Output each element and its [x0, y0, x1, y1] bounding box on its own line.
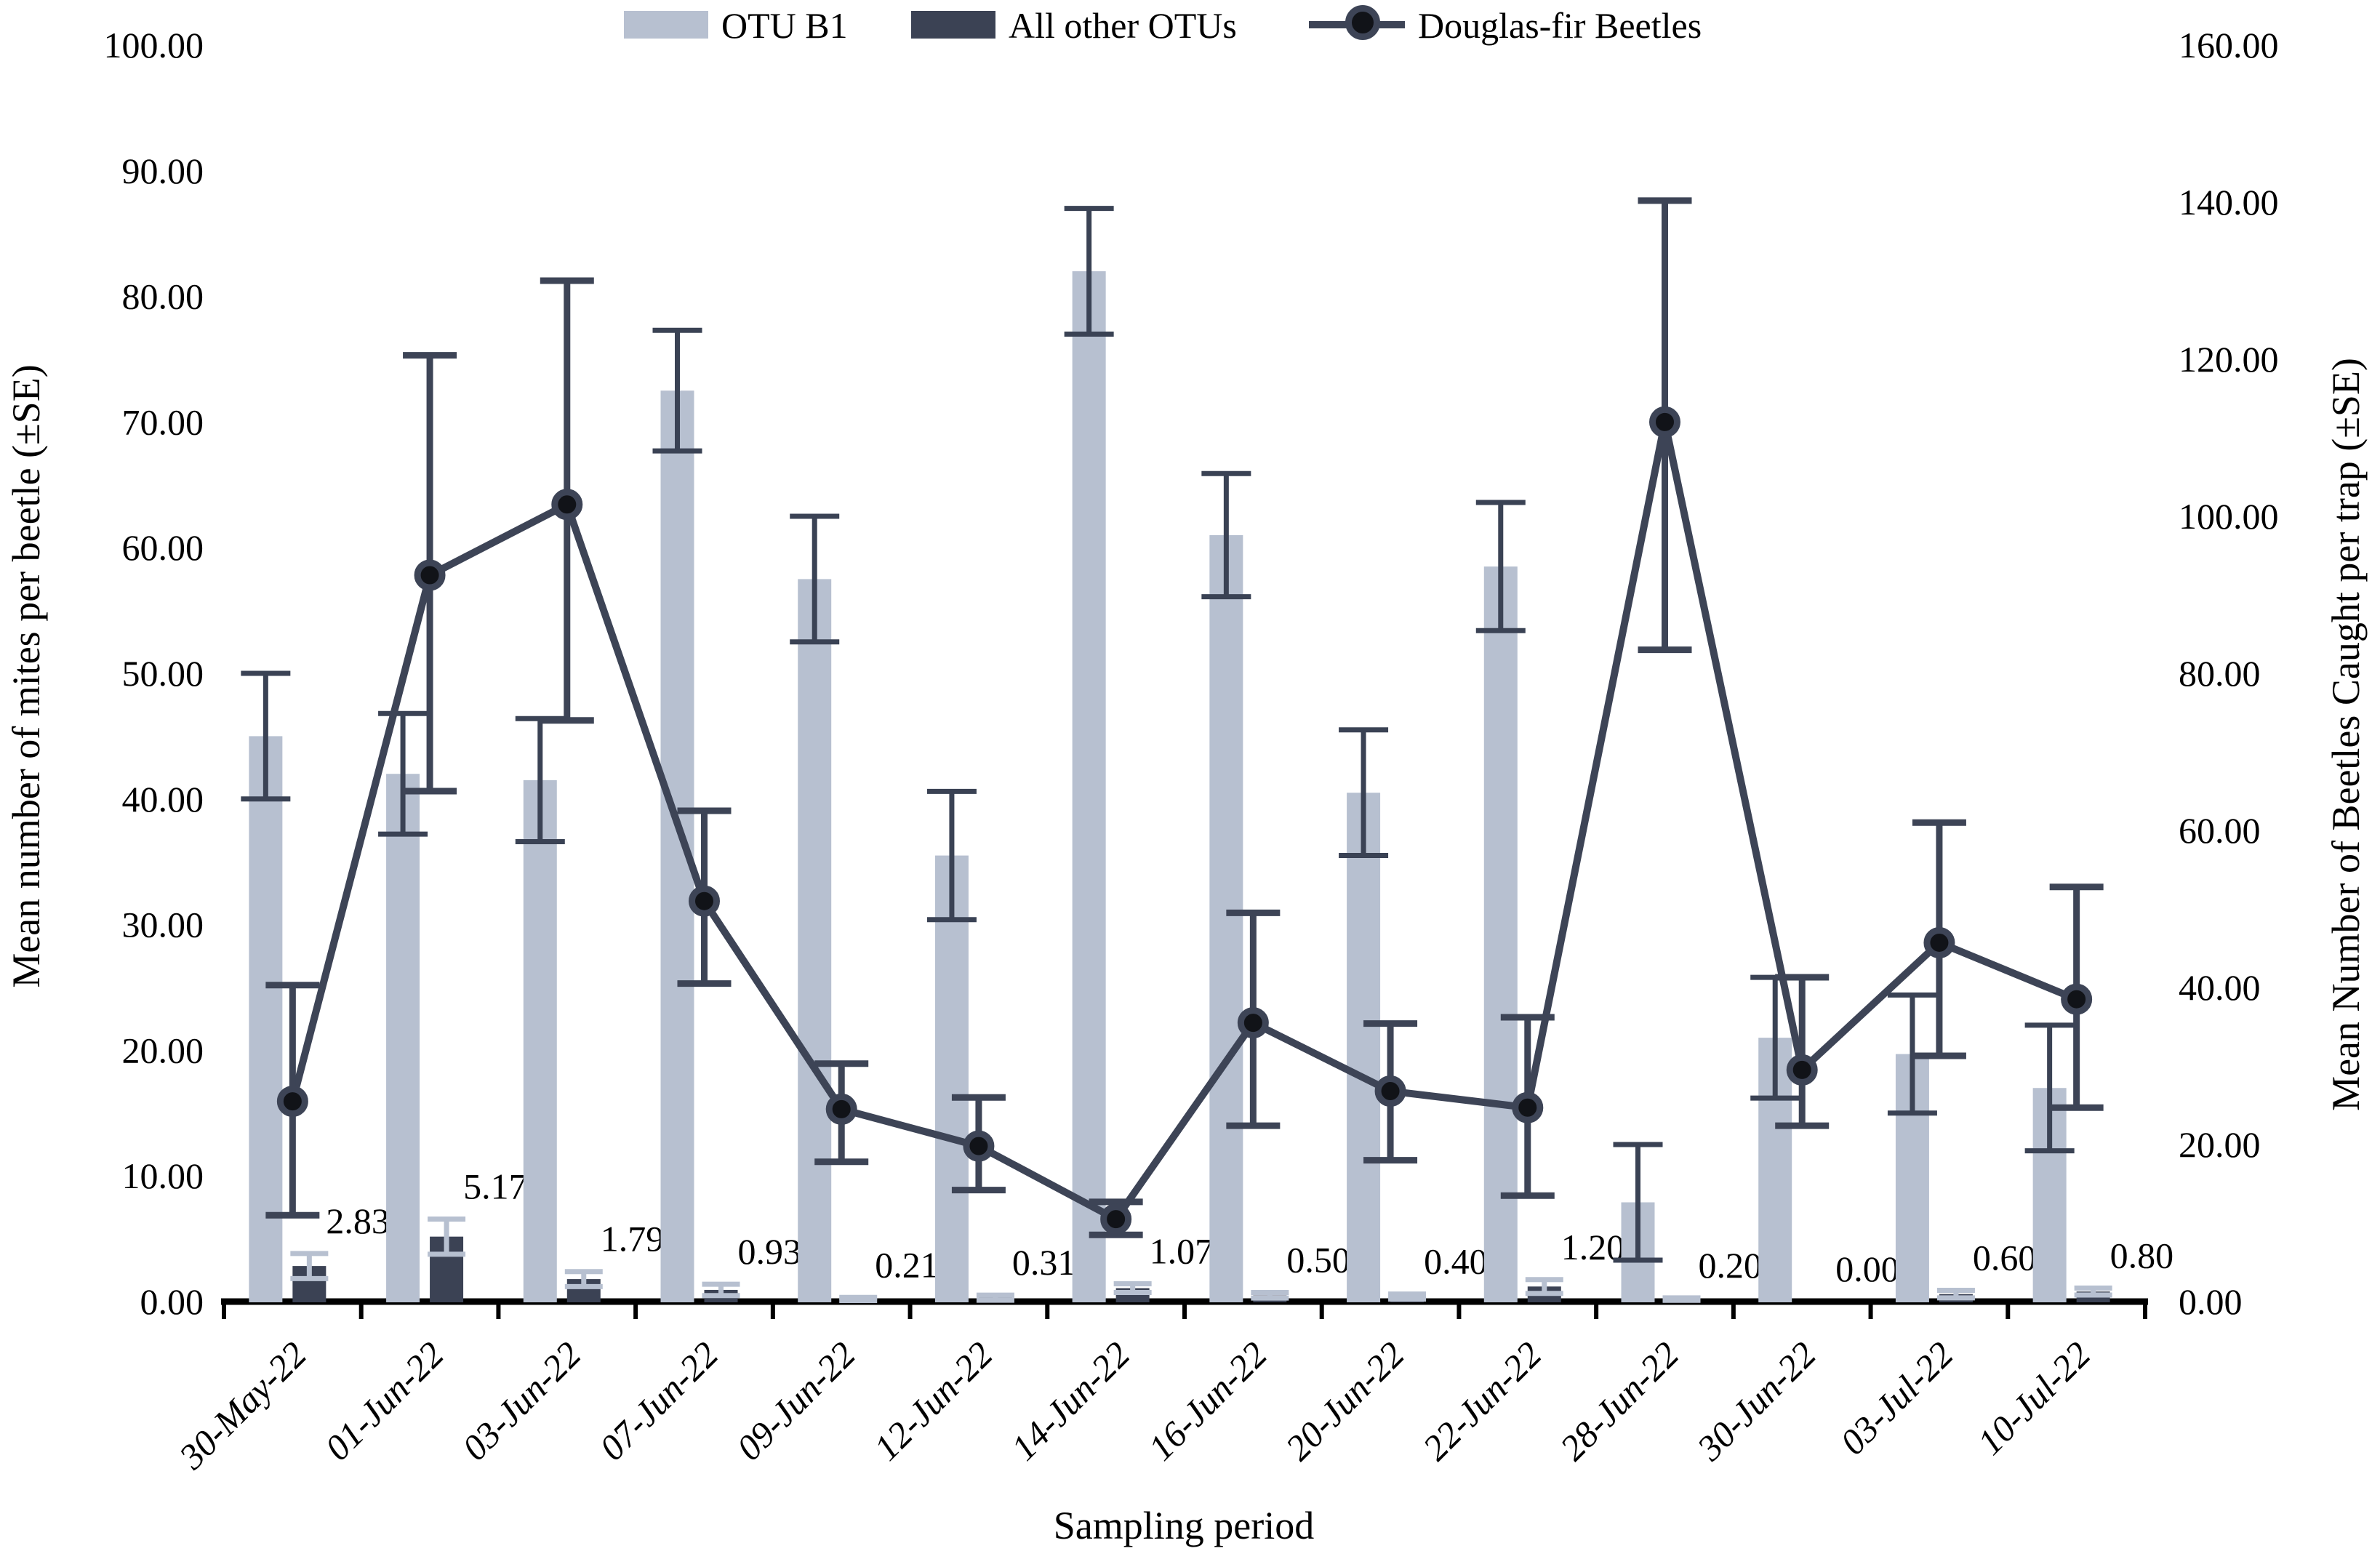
left-axis-tick-label: 100.00: [104, 25, 204, 65]
x-axis-tick-label: 01-Jun-22: [317, 1334, 452, 1468]
beetles-line: [289, 421, 2078, 1225]
beetles-line-marker: [1923, 926, 1955, 958]
right-axis-tick-label: 80.00: [2179, 653, 2261, 694]
x-axis-tick-label: 22-Jun-22: [1415, 1334, 1550, 1468]
left-axis-tick-label: 10.00: [122, 1155, 204, 1196]
bar-otu-b1: [934, 855, 969, 1302]
legend-swatch-otu-b1: [624, 11, 708, 39]
beetles-line-marker: [689, 885, 720, 917]
legend-line-marker-icon: [1345, 5, 1380, 40]
legend: OTU B1 All other OTUs Douglas-fir Beetle…: [0, 0, 2380, 51]
bar-otu-b1: [1072, 271, 1106, 1302]
x-axis-tick-label: 12-Jun-22: [866, 1334, 1001, 1468]
left-axis-tick-label: 70.00: [122, 401, 204, 442]
x-axis-tick-label: 28-Jun-22: [1552, 1334, 1686, 1468]
right-axis-tick-label: 40.00: [2179, 967, 2261, 1008]
x-axis-tick-label: 30-May-22: [171, 1334, 314, 1477]
right-axis-tick-label: 0.00: [2179, 1281, 2243, 1322]
bar-otu-b1: [798, 579, 832, 1302]
bar-data-label: 0.20: [1699, 1245, 1763, 1286]
bar-data-label: 1.07: [1150, 1230, 1214, 1271]
x-axis-tick-label: 30-Jun-22: [1688, 1334, 1824, 1469]
beetles-line-marker: [963, 1130, 995, 1162]
bar-otu-b1: [1347, 793, 1381, 1302]
beetles-line-marker: [2061, 983, 2093, 1015]
bar-data-label: 2.83: [326, 1201, 390, 1241]
bar-otu-b1: [523, 780, 557, 1302]
x-axis-tick-label: 10-Jul-22: [1969, 1334, 2098, 1462]
x-axis-tick-label: 14-Jun-22: [1003, 1334, 1138, 1468]
left-axis-tick-label: 40.00: [122, 779, 204, 819]
bar-data-label: 1.79: [601, 1219, 665, 1259]
beetles-line-marker: [551, 489, 583, 521]
x-axis-tick-label: 09-Jun-22: [729, 1334, 863, 1468]
legend-label-otu-b1: OTU B1: [721, 5, 848, 46]
bar-data-label: 0.80: [2110, 1235, 2174, 1275]
right-axis-tick-label: 20.00: [2179, 1124, 2261, 1165]
x-axis-title: Sampling period: [1053, 1504, 1315, 1547]
x-axis-tick-label: 20-Jun-22: [1278, 1334, 1412, 1468]
beetles-line-marker: [1786, 1054, 1818, 1086]
bar-otu-b1: [249, 736, 283, 1302]
bar-otu-b1: [386, 774, 420, 1302]
legend-swatch-all-other-otus: [911, 11, 995, 39]
left-axis-tick-label: 0.00: [140, 1281, 204, 1322]
bar-otu-b1: [1483, 566, 1518, 1302]
beetles-line-marker: [1374, 1075, 1406, 1107]
beetles-line-marker: [276, 1086, 308, 1118]
right-axis-tick-label: 140.00: [2179, 182, 2279, 223]
bar-data-label: 0.00: [1835, 1249, 1899, 1289]
beetles-line-marker: [414, 559, 446, 591]
bar-otu-b1: [1209, 534, 1243, 1303]
right-axis-tick-label: 160.00: [2179, 25, 2279, 65]
beetles-line-marker: [1512, 1091, 1544, 1123]
beetles-line-marker: [1100, 1203, 1132, 1235]
legend-label-douglas-fir-beetles: Douglas-fir Beetles: [1418, 5, 1702, 46]
beetles-line-marker: [825, 1093, 857, 1125]
bar-data-label: 0.60: [1973, 1237, 2037, 1278]
left-axis-tick-label: 50.00: [122, 653, 204, 694]
left-axis-tick-label: 30.00: [122, 905, 204, 945]
bar-data-label: 0.50: [1286, 1240, 1350, 1281]
bar-data-label: 5.17: [463, 1166, 527, 1206]
x-axis-tick-label: 16-Jun-22: [1140, 1334, 1275, 1468]
left-axis-tick-label: 20.00: [122, 1030, 204, 1070]
x-axis-tick-label: 03-Jun-22: [454, 1334, 589, 1468]
bar-data-label: 0.31: [1012, 1242, 1076, 1283]
beetles-line-marker: [1237, 1007, 1269, 1039]
bar-data-label: 0.93: [738, 1231, 802, 1272]
legend-label-all-other-otus: All other OTUs: [1009, 5, 1237, 46]
left-axis-tick-label: 80.00: [122, 276, 204, 317]
beetles-line-marker: [1649, 406, 1680, 438]
left-axis-tick-label: 60.00: [122, 527, 204, 568]
x-axis-tick-label: 03-Jul-22: [1832, 1334, 1961, 1462]
left-axis-tick-label: 90.00: [122, 151, 204, 191]
bar-data-label: 0.21: [875, 1244, 939, 1285]
right-axis-tick-label: 120.00: [2179, 339, 2279, 380]
bar-data-label: 0.40: [1424, 1241, 1488, 1282]
right-axis-tick-label: 60.00: [2179, 810, 2261, 851]
right-axis-tick-label: 100.00: [2179, 496, 2279, 537]
x-axis-tick-label: 07-Jun-22: [591, 1334, 726, 1468]
